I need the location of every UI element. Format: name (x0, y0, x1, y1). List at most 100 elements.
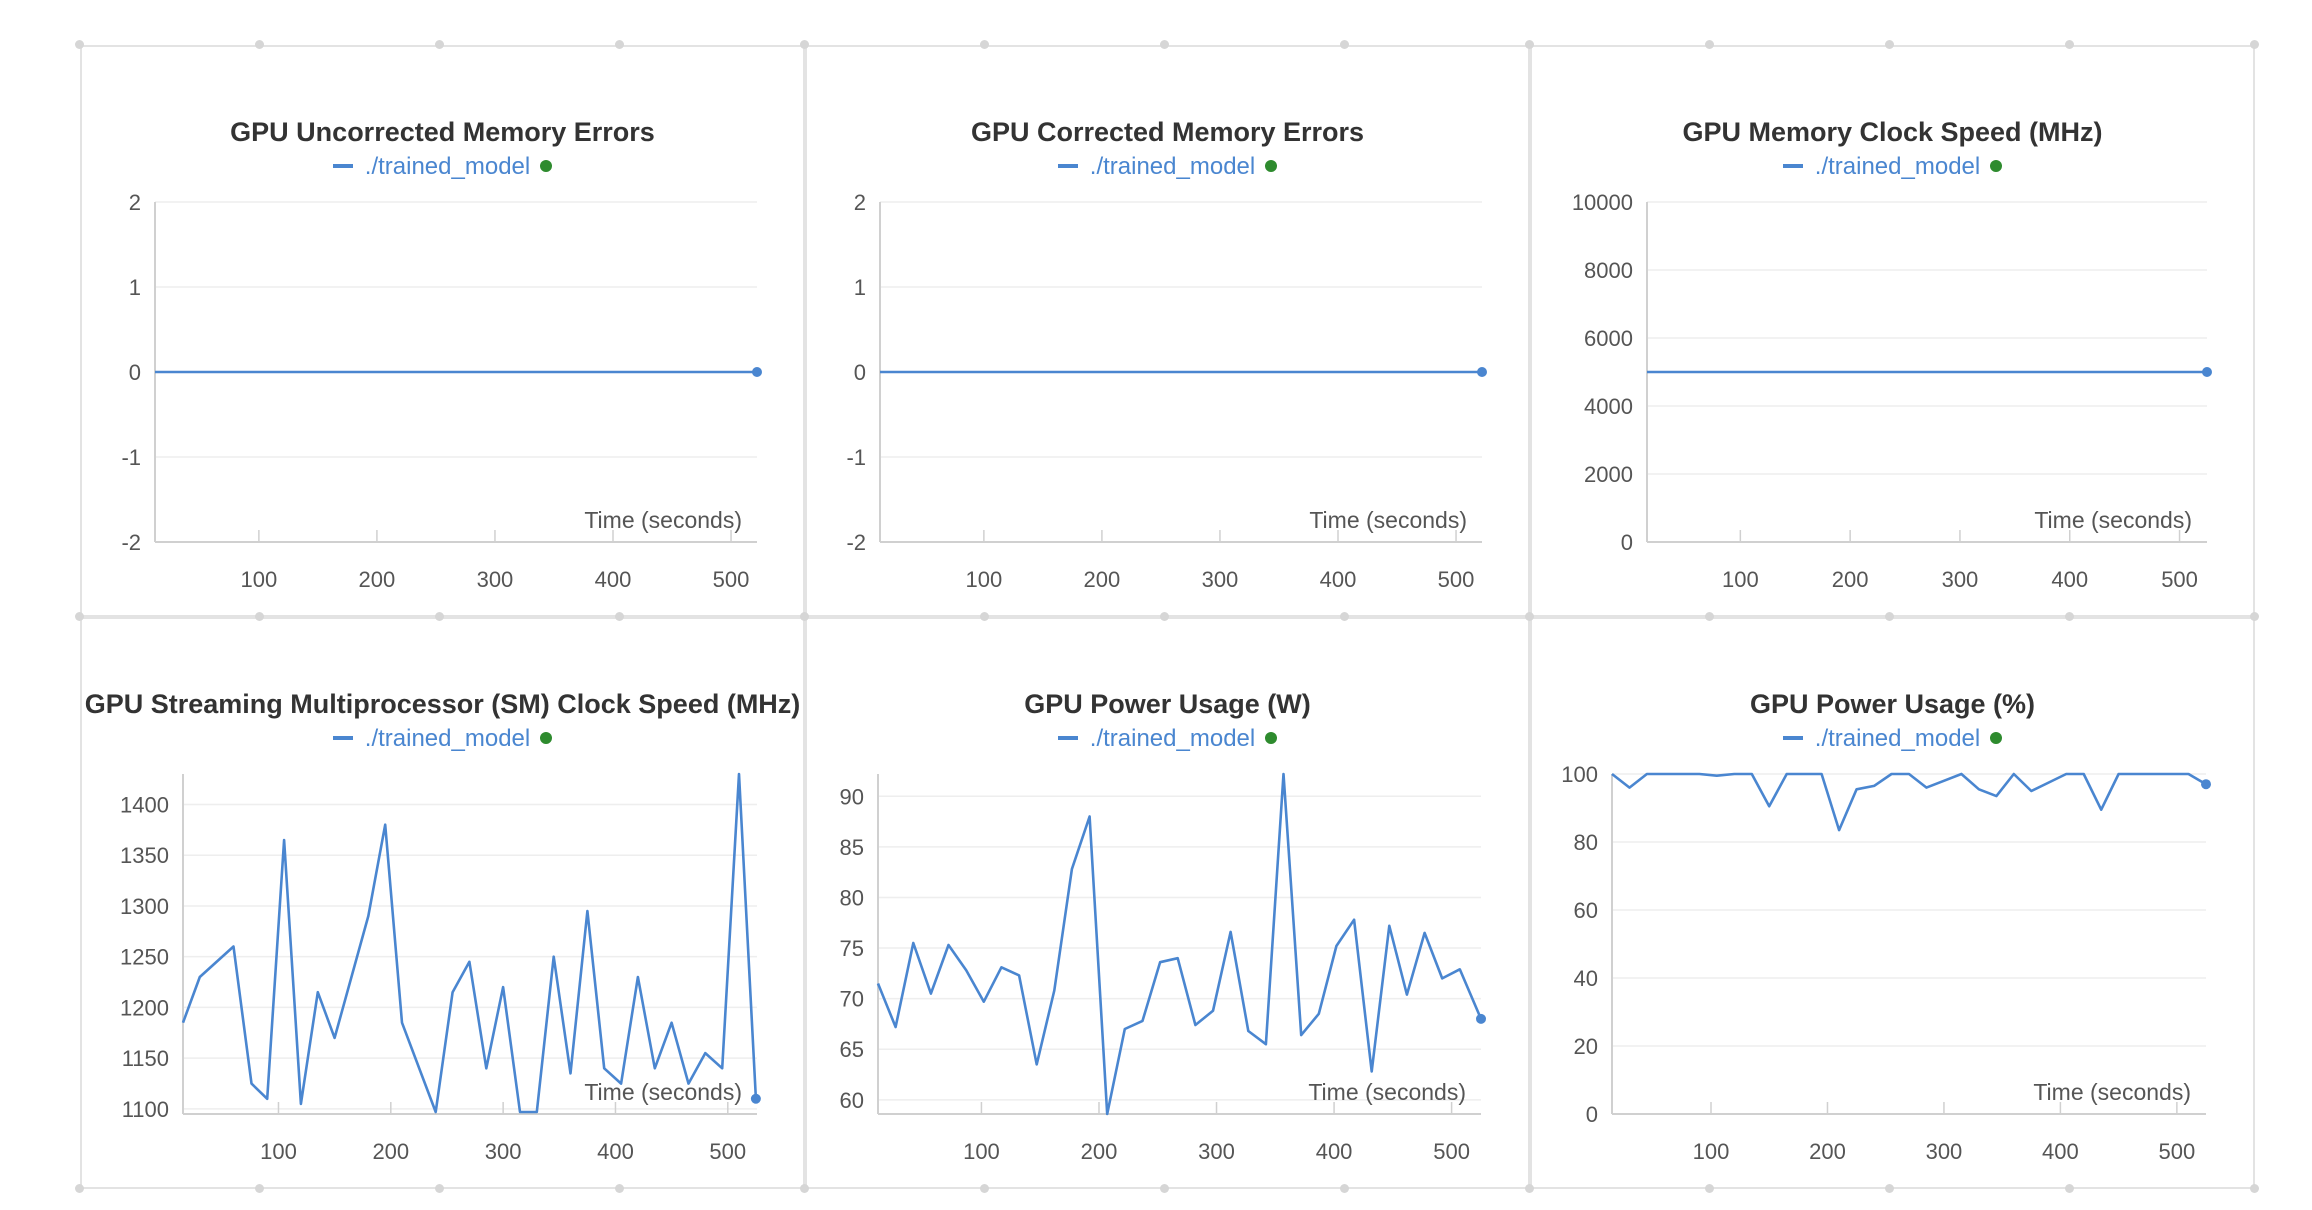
chart-legend[interactable]: ./trained_model (82, 153, 803, 181)
resize-handle-dot (1340, 1184, 1349, 1193)
x-tick-label: 200 (1084, 567, 1121, 592)
resize-handle-dot (2065, 40, 2074, 49)
x-tick-label: 300 (485, 1139, 522, 1164)
series-end-point[interactable] (1476, 1013, 1486, 1024)
y-tick-label: 4000 (1584, 394, 1633, 419)
legend-line-swatch (1057, 735, 1078, 740)
y-tick-label: 60 (840, 1088, 864, 1113)
resize-handle-dot (75, 612, 84, 621)
y-tick-label: 10000 (1572, 190, 1633, 215)
chart-title: GPU Uncorrected Memory Errors (230, 117, 655, 147)
y-tick-label: 1250 (120, 945, 169, 970)
series-line[interactable] (876, 772, 1483, 1116)
x-tick-label: 100 (966, 567, 1003, 592)
legend-line-swatch (1782, 163, 1803, 168)
resize-handle-dot (2250, 612, 2259, 621)
line-chart: -2 -1 0 1 2 100 200 300 400 500 Time (seconds) (846, 190, 1487, 592)
chart-legend[interactable]: ./trained_model (807, 725, 1528, 753)
chart-title: GPU Power Usage (W) (1024, 689, 1311, 719)
y-tick-label: -1 (121, 445, 141, 470)
x-axis-title: Time (seconds) (2033, 1079, 2191, 1105)
resize-handle-dot (800, 40, 809, 49)
y-tick-label: 0 (129, 360, 141, 385)
y-tick-label: 1100 (122, 1097, 169, 1122)
y-tick-label: 0 (1586, 1102, 1598, 1127)
chart-legend[interactable]: ./trained_model (1532, 153, 2253, 181)
resize-handle-dot (435, 1184, 444, 1193)
y-tick-label: 70 (840, 987, 864, 1012)
line-chart: -2 -1 0 1 2 100 200 300 400 500 Time (seconds) (121, 190, 762, 592)
y-tick-label: 1200 (120, 995, 169, 1020)
x-tick-label: 200 (1081, 1139, 1118, 1164)
y-tick-label: 80 (1574, 830, 1598, 855)
x-tick-label: 300 (1926, 1139, 1963, 1164)
resize-handle-dot (615, 612, 624, 621)
chart-legend[interactable]: ./trained_model (1532, 725, 2253, 753)
resize-handle-dot (2065, 612, 2074, 621)
x-tick-label: 400 (595, 567, 632, 592)
chart-legend[interactable]: ./trained_model (82, 725, 803, 753)
chart-panel: GPU Power Usage (W) ./trained_model 60 65 70… (805, 617, 1530, 1189)
resize-handle-dot (615, 40, 624, 49)
x-tick-label: 400 (1316, 1139, 1353, 1164)
resize-handle-dot (1525, 40, 1534, 49)
series-end-point[interactable] (2201, 779, 2211, 790)
x-tick-label: 100 (1722, 567, 1759, 592)
line-chart: 60 65 70 75 80 85 90 100 200 300 400 500 Time (secon… (840, 772, 1486, 1164)
y-tick-label: -2 (121, 530, 141, 555)
legend-series-name: ./trained_model (1814, 153, 1981, 180)
legend-series-name: ./trained_model (1089, 153, 1256, 180)
chart-panel: GPU Streaming Multiprocessor (SM) Clock … (80, 617, 805, 1189)
x-tick-label: 200 (372, 1139, 409, 1164)
chart-legend[interactable]: ./trained_model (807, 153, 1528, 181)
x-tick-label: 500 (713, 567, 750, 592)
x-axis-title: Time (seconds) (1309, 507, 1467, 533)
resize-handle-dot (2065, 1184, 2074, 1193)
y-tick-label: 90 (840, 784, 864, 809)
y-tick-label: -1 (846, 445, 866, 470)
legend-line-swatch (1782, 735, 1803, 740)
x-tick-label: 100 (241, 567, 278, 592)
resize-handle-dot (1160, 1184, 1169, 1193)
run-status-dot-icon (540, 731, 553, 744)
y-tick-label: 6000 (1584, 326, 1633, 351)
x-tick-label: 300 (1942, 567, 1979, 592)
x-axis-title: Time (seconds) (584, 1079, 742, 1105)
x-axis-title: Time (seconds) (1308, 1079, 1466, 1105)
resize-handle-dot (980, 1184, 989, 1193)
resize-handle-dot (1705, 612, 1714, 621)
series-end-point[interactable] (750, 1093, 761, 1104)
x-tick-label: 200 (1832, 567, 1869, 592)
x-tick-label: 500 (1438, 567, 1475, 592)
x-tick-label: 400 (1320, 567, 1357, 592)
resize-handle-dot (1885, 612, 1894, 621)
x-tick-label: 100 (963, 1139, 1000, 1164)
series-end-point[interactable] (2202, 367, 2212, 377)
chart-title: GPU Corrected Memory Errors (970, 117, 1365, 147)
legend-series-name: ./trained_model (1089, 725, 1256, 752)
chart-panel: GPU Memory Clock Speed (MHz) ./trained_mo… (1530, 45, 2255, 617)
resize-handle-dot (255, 1184, 264, 1193)
x-axis-title: Time (seconds) (2034, 507, 2192, 533)
legend-line-swatch (1057, 163, 1078, 168)
chart-panel: GPU Corrected Memory Errors ./trained_mod… (805, 45, 1530, 617)
x-tick-label: 500 (709, 1139, 746, 1164)
x-tick-label: 500 (2161, 567, 2198, 592)
run-status-dot-icon (1990, 731, 2003, 744)
resize-handle-dot (1885, 40, 1894, 49)
series-end-point[interactable] (1477, 367, 1487, 377)
y-tick-label: 60 (1574, 898, 1598, 923)
x-tick-label: 200 (1809, 1139, 1846, 1164)
resize-handle-dot (1885, 1184, 1894, 1193)
y-tick-label: 2 (854, 190, 866, 215)
y-tick-label: 1 (854, 275, 866, 300)
y-tick-label: 20 (1574, 1034, 1598, 1059)
resize-handle-dot (615, 1184, 624, 1193)
resize-handle-dot (980, 612, 989, 621)
series-line[interactable] (181, 772, 758, 1114)
legend-series-name: ./trained_model (364, 153, 531, 180)
series-end-point[interactable] (752, 367, 762, 377)
series-line[interactable] (1611, 772, 2207, 832)
run-status-dot-icon (1265, 731, 1278, 744)
run-status-dot-icon (1990, 159, 2003, 172)
